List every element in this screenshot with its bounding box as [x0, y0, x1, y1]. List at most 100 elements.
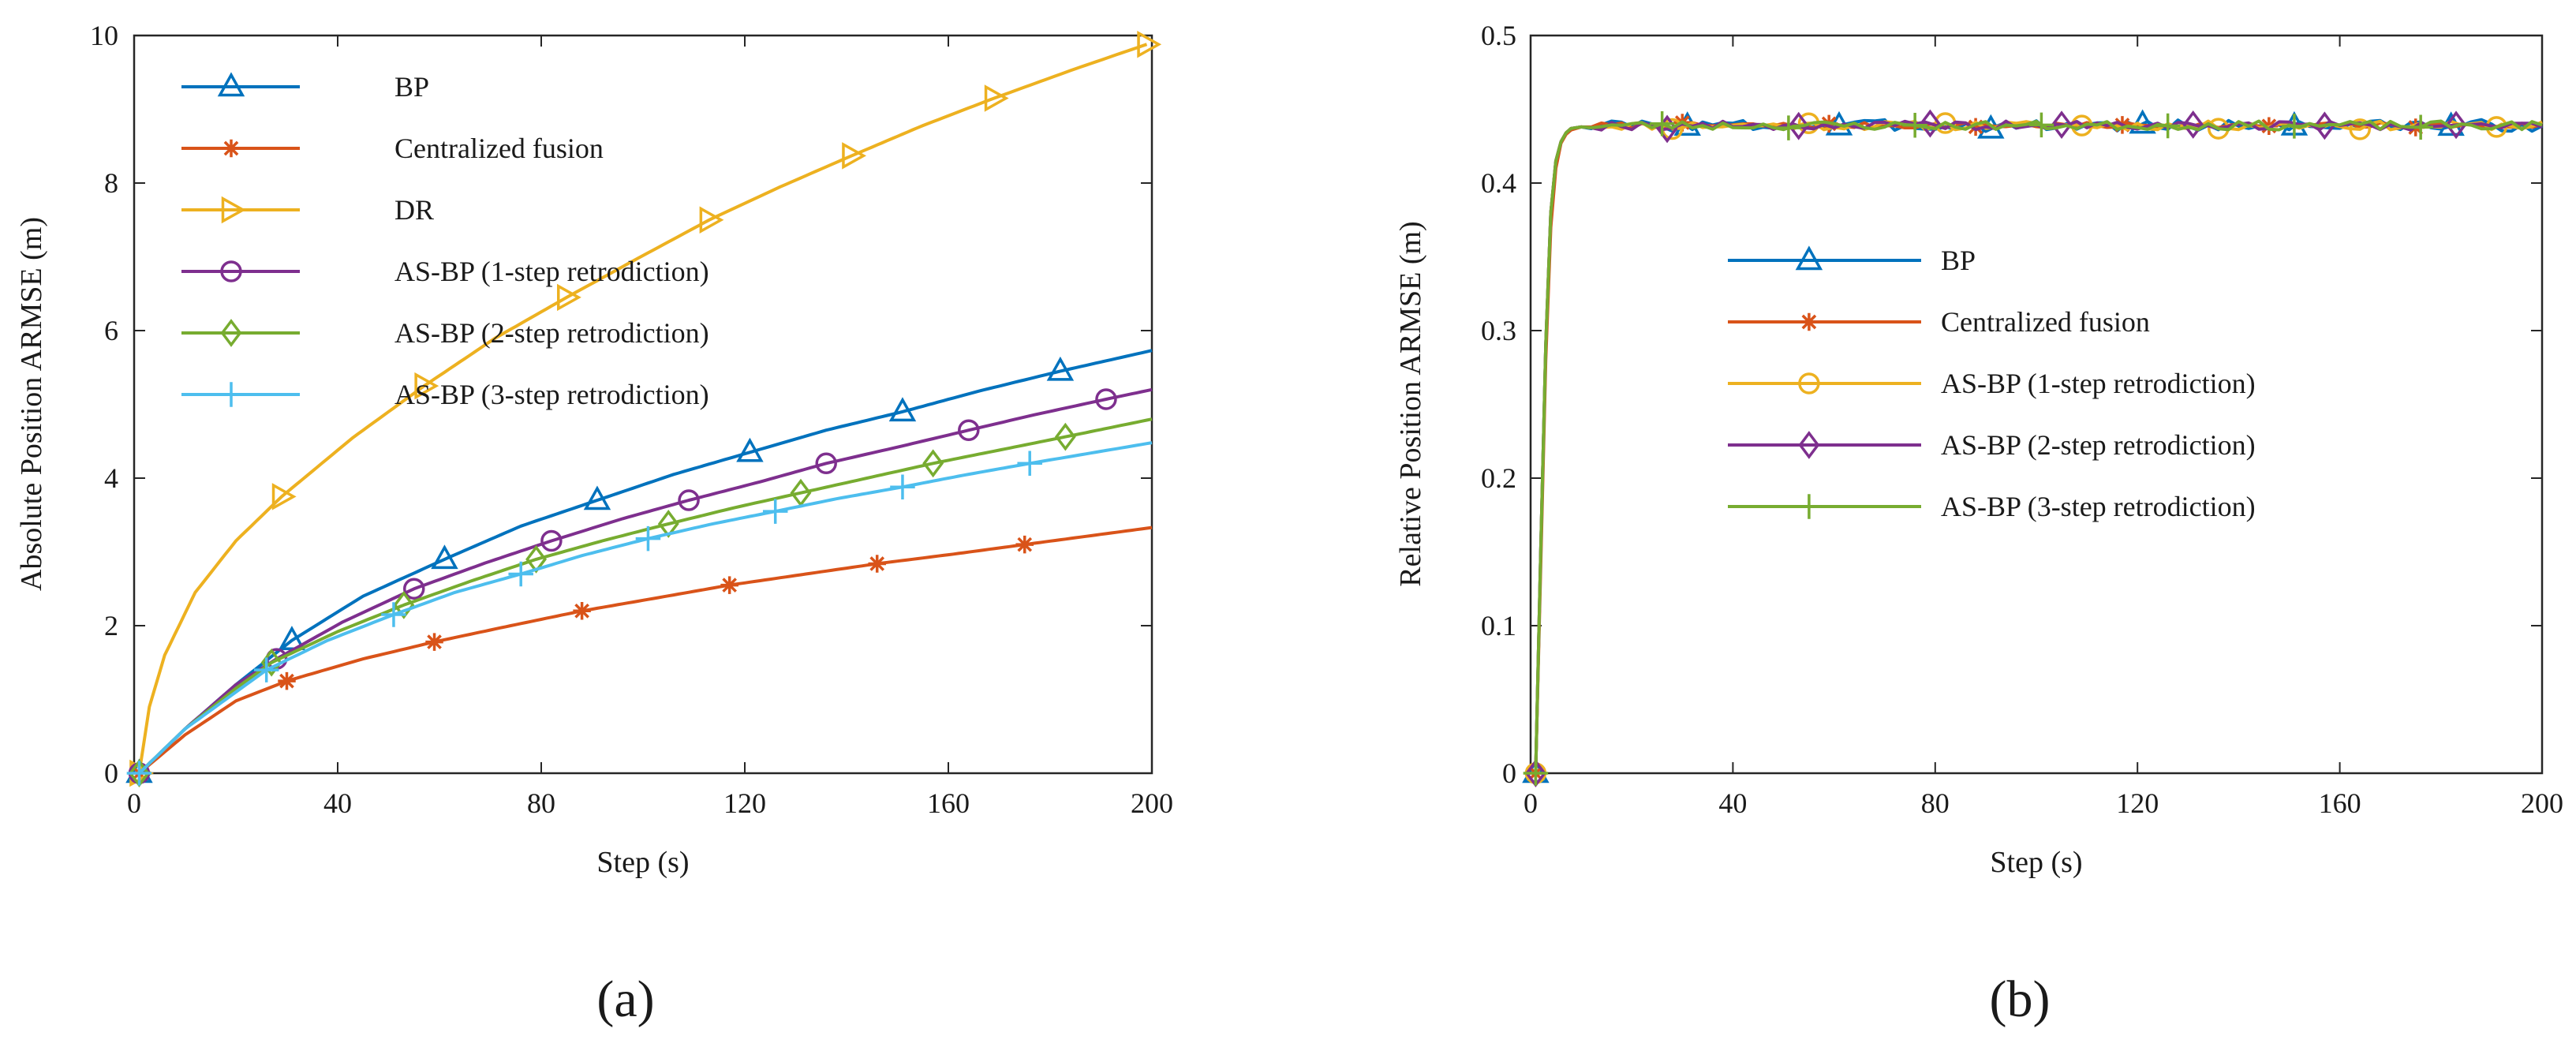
data-point-1-shape	[431, 544, 458, 570]
data-point-2-shape	[1966, 118, 1985, 136]
legend-entry-4: AS-BP (2-step retrodiction)	[1728, 429, 2256, 461]
data-point-6-shape	[253, 657, 279, 682]
data-point-5-shape	[1649, 110, 1675, 136]
data-point-5-shape	[2408, 114, 2433, 140]
x-tick-label: 0	[127, 787, 141, 819]
data-point-4-shape	[2445, 110, 2467, 140]
legend-marker-shape	[1795, 245, 1823, 271]
y-tick-label: 0.3	[1481, 315, 1516, 346]
x-tick-label: 80	[527, 787, 555, 819]
legend-marker-shape	[1800, 312, 1819, 331]
y-tick-label: 4	[104, 462, 118, 494]
data-point-5	[1054, 422, 1076, 451]
data-point-5	[657, 510, 679, 538]
data-point-5-shape	[1523, 761, 1549, 786]
data-point-5-shape	[2282, 114, 2307, 139]
legend-entry-3: AS-BP (1-step retrodiction)	[1728, 368, 2256, 399]
legend-entry-2: Centralized fusion	[1728, 306, 2150, 338]
data-point-3-shape	[271, 483, 297, 510]
series-group-a	[125, 30, 1162, 787]
series-line-4	[138, 387, 1153, 775]
panel-label-b: (b)	[1990, 970, 2051, 1028]
tick-group-b: 0 40 80 120 160 200 0 0.1 0.2 0.3 0.4 0.5	[1481, 20, 2563, 819]
legend-entry-5: AS-BP (2-step retrodiction)	[181, 317, 709, 349]
data-point-5	[1776, 115, 1801, 140]
data-point-5-shape	[2028, 112, 2054, 138]
data-point-6	[1017, 451, 1042, 477]
data-point-5	[1902, 113, 1927, 138]
data-point-2	[425, 633, 443, 651]
data-point-4-shape	[1919, 109, 1941, 138]
data-point-4	[403, 578, 425, 600]
legend-label: AS-BP (1-step retrodiction)	[394, 256, 709, 287]
series-line-5	[138, 417, 1153, 775]
data-point-4	[1095, 388, 1117, 410]
x-axis-title-b: Step (s)	[1990, 846, 2082, 879]
legend-label: AS-BP (2-step retrodiction)	[394, 317, 709, 349]
legend-entry-2: Centralized fusion	[181, 133, 604, 164]
data-point-6	[890, 474, 915, 499]
data-point-6-shape	[1017, 451, 1042, 477]
data-point-4-shape	[403, 578, 425, 600]
data-point-4	[815, 452, 837, 475]
data-point-5	[2028, 112, 2054, 138]
data-point-5	[1649, 110, 1675, 136]
legend-label: AS-BP (3-step retrodiction)	[1941, 491, 2256, 522]
data-point-2	[868, 555, 886, 573]
data-point-6-shape	[381, 602, 406, 627]
data-point-4-shape	[2051, 110, 2073, 140]
x-tick-label: 120	[2116, 787, 2159, 819]
y-tick-label: 10	[90, 20, 118, 51]
data-point-3	[557, 283, 581, 312]
data-point-2	[573, 602, 591, 620]
data-point-1	[583, 485, 611, 510]
data-point-3-shape	[842, 142, 867, 170]
data-point-5-shape	[1054, 422, 1076, 451]
legend-marker	[1798, 372, 1820, 394]
data-point-5-shape	[525, 544, 547, 574]
series-line-1	[138, 349, 1153, 775]
panel-label-a: (a)	[596, 970, 654, 1028]
data-point-5	[525, 544, 547, 574]
legend-marker	[1798, 431, 1820, 459]
legend-entry-1: BP	[181, 71, 429, 103]
data-point-4	[2182, 110, 2204, 139]
y-tick-label: 0	[104, 757, 118, 789]
legend-marker	[222, 139, 241, 158]
data-point-3-shape	[557, 283, 581, 312]
data-point-2-shape	[868, 555, 886, 573]
y-tick-label: 0	[1502, 757, 1516, 789]
legend-marker	[1795, 245, 1823, 271]
data-point-4-shape	[1788, 111, 1810, 140]
data-point-3-shape	[699, 206, 724, 234]
legend-marker-shape	[1798, 372, 1820, 394]
data-point-2-shape	[425, 633, 443, 651]
legend-marker	[221, 196, 246, 224]
data-point-2-shape	[1015, 535, 1034, 554]
legend-marker-shape	[221, 196, 246, 224]
data-point-3	[414, 372, 439, 400]
series-line-5	[1534, 119, 2543, 774]
legend-label: Centralized fusion	[394, 133, 604, 164]
data-point-4	[540, 529, 563, 552]
data-point-5-shape	[922, 449, 944, 478]
data-point-5-shape	[393, 590, 415, 619]
data-point-4	[958, 419, 980, 441]
legend-entry-6: AS-BP (3-step retrodiction)	[181, 379, 709, 410]
legend-marker-shape	[219, 382, 244, 407]
data-point-5	[2408, 114, 2433, 140]
data-point-6	[508, 561, 533, 587]
y-axis-title-b: Relative Position ARMSE (m)	[1394, 221, 1427, 586]
data-point-4-shape	[2313, 111, 2335, 140]
data-point-3-shape	[984, 84, 1009, 112]
series-group-b	[1522, 109, 2543, 787]
legend-entry-3: DR	[181, 194, 434, 226]
data-point-2	[1966, 118, 1985, 136]
series-line-3	[137, 43, 1148, 774]
data-point-3	[2349, 118, 2371, 140]
data-point-5-shape	[2155, 113, 2181, 139]
data-point-6	[253, 657, 279, 682]
data-point-5	[2155, 113, 2181, 139]
data-point-3	[842, 142, 867, 170]
